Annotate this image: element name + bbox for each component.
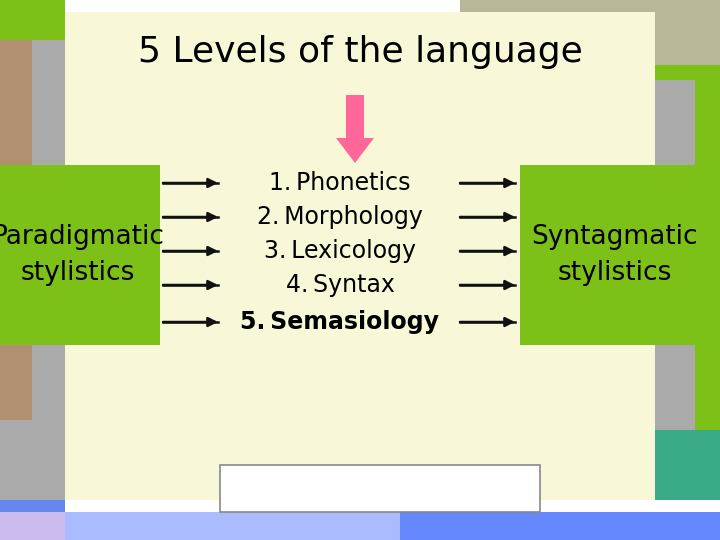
Text: 5. Semasiology: 5. Semasiology: [240, 310, 439, 334]
Bar: [220, 465, 540, 512]
Text: 3. Lexicology: 3. Lexicology: [264, 239, 416, 263]
Text: 5 Levels of the language: 5 Levels of the language: [138, 35, 582, 69]
Bar: [655, 430, 720, 500]
Bar: [520, 165, 720, 345]
Bar: [460, 0, 720, 12]
Text: 4. Syntax: 4. Syntax: [286, 273, 395, 297]
Bar: [0, 40, 32, 420]
Bar: [0, 512, 720, 540]
Text: 1. Phonetics: 1. Phonetics: [269, 171, 410, 195]
Bar: [0, 0, 65, 40]
Bar: [0, 500, 65, 512]
Bar: [65, 12, 130, 67]
Bar: [655, 12, 720, 442]
Bar: [65, 12, 655, 500]
FancyArrow shape: [336, 95, 374, 163]
Bar: [640, 0, 720, 65]
Bar: [695, 80, 720, 440]
Text: Paradigmatic
stylistics: Paradigmatic stylistics: [0, 224, 164, 286]
Bar: [400, 512, 720, 540]
Text: Syntagmatic
stylistics: Syntagmatic stylistics: [531, 224, 698, 286]
Bar: [0, 40, 65, 500]
Bar: [640, 65, 720, 80]
Text: 2. Morphology: 2. Morphology: [257, 205, 423, 229]
Bar: [65, 512, 720, 540]
Bar: [0, 0, 720, 12]
Bar: [0, 165, 160, 345]
